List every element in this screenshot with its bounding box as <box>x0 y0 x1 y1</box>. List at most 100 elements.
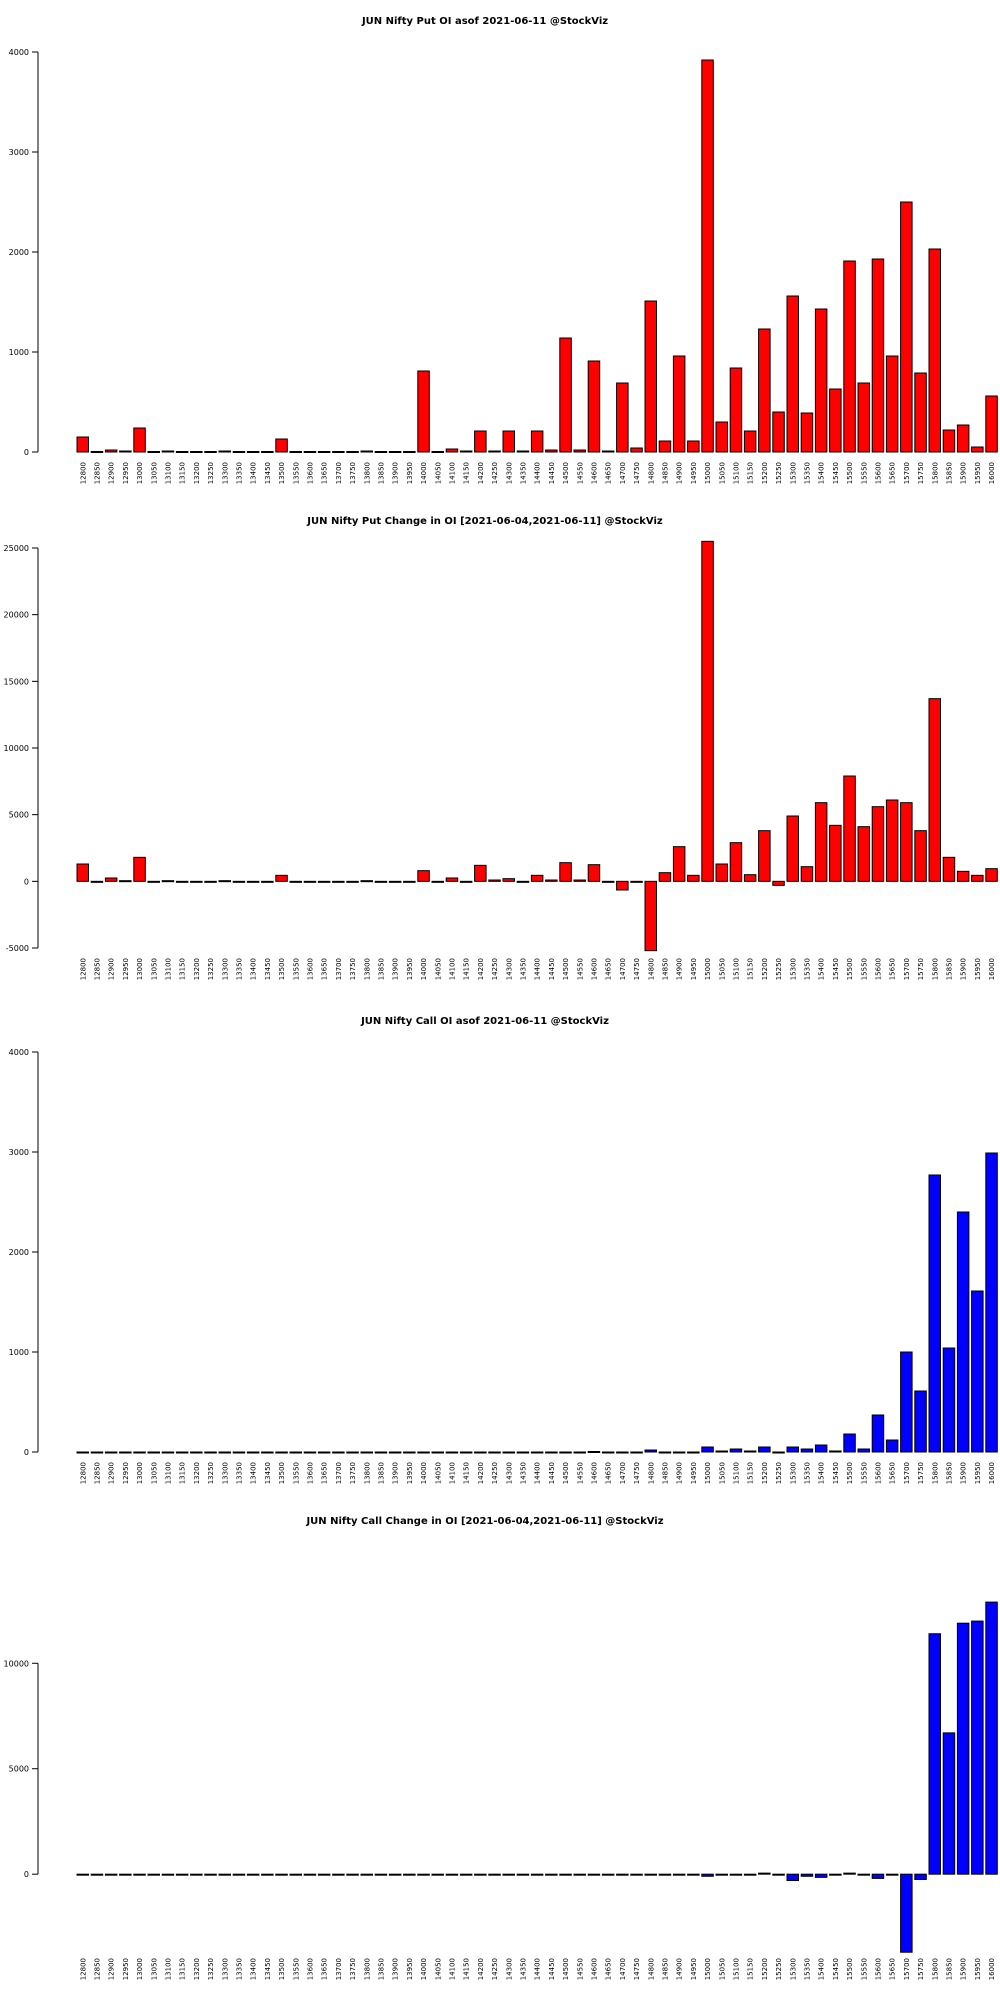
x-tick-label: 14850 <box>661 958 669 980</box>
x-tick-label: 13100 <box>164 958 172 980</box>
x-tick-label: 13200 <box>193 1462 201 1484</box>
bar <box>772 880 785 886</box>
x-tick-label: 14950 <box>690 462 698 484</box>
x-tick-label: 15050 <box>718 958 726 980</box>
bar <box>360 1451 373 1454</box>
x-tick-label: 14650 <box>605 1958 613 1980</box>
bar <box>360 1873 373 1876</box>
bar <box>431 1451 444 1454</box>
x-tick-label: 15850 <box>945 958 953 980</box>
x-tick-label: 13250 <box>207 462 215 484</box>
bar <box>246 451 260 453</box>
x-tick-label: 13800 <box>363 1958 371 1980</box>
x-tick-label: 14750 <box>633 1462 641 1484</box>
x-tick-label: 12950 <box>122 462 130 484</box>
bar <box>175 1873 189 1876</box>
bar <box>644 1449 657 1453</box>
bar <box>956 1211 970 1453</box>
bar <box>701 1446 714 1453</box>
y-tick-label: 20000 <box>4 611 29 620</box>
bar <box>374 451 388 453</box>
bar <box>204 1873 217 1876</box>
x-tick-label: 14900 <box>676 958 684 980</box>
bar <box>474 1873 487 1876</box>
x-tick-label: 12850 <box>93 958 101 980</box>
x-tick-label: 14650 <box>605 462 613 484</box>
x-tick-label: 14750 <box>633 462 641 484</box>
x-tick-label: 15950 <box>974 958 982 980</box>
y-tick-label: 5000 <box>9 1765 29 1774</box>
x-tick-label: 15250 <box>775 462 783 484</box>
bar <box>985 1152 998 1453</box>
bar <box>175 451 189 453</box>
bar <box>289 451 302 453</box>
x-tick-label: 13000 <box>136 1462 144 1484</box>
bar <box>814 1873 828 1878</box>
x-tick-label: 15550 <box>860 1462 868 1484</box>
bar <box>474 864 487 882</box>
x-tick-label: 15250 <box>775 1958 783 1980</box>
bar <box>488 1451 501 1454</box>
bar <box>403 1451 416 1454</box>
x-tick-label: 14350 <box>519 1462 527 1484</box>
call-oi-chart: JUN Nifty Call OI asof 2021-06-11 @Stock… <box>0 1000 1000 1500</box>
x-tick-label: 14550 <box>576 1958 584 1980</box>
x-tick-label: 13050 <box>150 1958 158 1980</box>
bar <box>601 880 615 883</box>
bar <box>928 1633 941 1875</box>
bar <box>971 1620 984 1875</box>
x-tick-label: 15200 <box>761 1462 769 1484</box>
bar <box>431 451 444 453</box>
x-tick-label: 13800 <box>363 958 371 980</box>
x-tick-label: 15350 <box>803 958 811 980</box>
bar <box>786 815 799 882</box>
bar <box>985 1601 998 1875</box>
x-tick-label: 14150 <box>463 462 471 484</box>
bar <box>275 1873 288 1876</box>
bar <box>545 1451 558 1454</box>
x-tick-label: 15850 <box>945 1462 953 1484</box>
bar <box>857 826 870 882</box>
bar <box>133 427 146 453</box>
x-tick-label: 13600 <box>306 958 314 980</box>
bar <box>729 1448 743 1453</box>
x-tick-label: 13650 <box>321 462 329 484</box>
x-tick-label: 13300 <box>221 1958 229 1980</box>
bar <box>488 450 501 453</box>
bar <box>900 1873 913 1953</box>
x-tick-label: 13650 <box>321 1462 329 1484</box>
bar <box>360 450 373 453</box>
bar <box>928 698 941 882</box>
x-tick-label: 13700 <box>335 1958 343 1980</box>
bar <box>403 1873 416 1876</box>
x-tick-label: 15700 <box>903 1462 911 1484</box>
bar <box>332 1873 345 1876</box>
x-tick-label: 14700 <box>619 958 627 980</box>
x-tick-label: 13400 <box>250 958 258 980</box>
bar <box>403 451 416 453</box>
x-tick-label: 14600 <box>590 1462 598 1484</box>
put-oi-svg: JUN Nifty Put OI asof 2021-06-11 @StockV… <box>9 16 998 484</box>
bar <box>218 1873 231 1876</box>
bar <box>90 451 104 453</box>
x-tick-label: 13750 <box>349 1958 357 1980</box>
bar <box>431 1873 444 1876</box>
bar <box>190 1451 203 1454</box>
x-tick-label: 15050 <box>718 462 726 484</box>
x-tick-label: 15850 <box>945 462 953 484</box>
bar <box>516 1451 530 1454</box>
bar <box>814 308 828 453</box>
x-tick-label: 15900 <box>960 462 968 484</box>
x-tick-label: 14000 <box>420 462 428 484</box>
x-tick-label: 14450 <box>548 462 556 484</box>
bar <box>743 874 757 882</box>
bar <box>573 1451 586 1454</box>
y-tick-label: 5000 <box>9 811 29 820</box>
x-tick-label: 15650 <box>889 1462 897 1484</box>
bar <box>573 1873 586 1876</box>
bar <box>204 451 217 453</box>
x-tick-label: 15150 <box>747 958 755 980</box>
bar <box>261 451 274 453</box>
x-tick-label: 13450 <box>264 958 272 980</box>
x-tick-label: 13350 <box>235 958 243 980</box>
